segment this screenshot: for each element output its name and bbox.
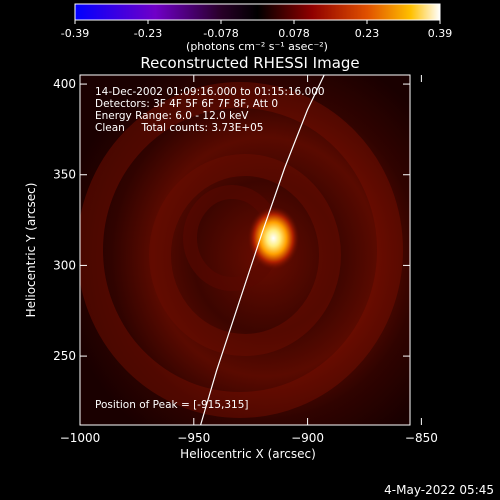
x-axis-ticks: −1000 −950 −900 −850 [60, 75, 438, 445]
colorbar-tick-label: 0.078 [278, 27, 310, 40]
y-axis-ticks: 250 300 350 400 [53, 77, 410, 363]
x-tick-label: −900 [291, 431, 324, 445]
colorbar-tick-label: -0.39 [61, 27, 89, 40]
heatmap-image [80, 75, 410, 425]
y-tick-label: 300 [53, 258, 76, 272]
annotation-time: 14-Dec-2002 01:09:16.000 to 01:15:16.000 [95, 86, 325, 98]
footer-date: 4-May-2022 05:45 [384, 483, 494, 497]
colorbar-units: (photons cm⁻² s⁻¹ asec⁻²) [186, 40, 328, 53]
solar-limb-curve [200, 75, 325, 425]
annotation-clean: Clean Total counts: 3.73E+05 [95, 122, 264, 134]
y-tick-label: 350 [53, 168, 76, 182]
colorbar-tick-label: 0.39 [428, 27, 453, 40]
annotation-energy: Energy Range: 6.0 - 12.0 keV [95, 110, 249, 122]
x-axis-label: Heliocentric X (arcsec) [180, 447, 316, 461]
peak-position-label: Position of Peak = [-915,315] [95, 399, 249, 411]
colorbar-tick-label: 0.23 [355, 27, 380, 40]
flare-peak [247, 206, 300, 271]
y-axis-label: Heliocentric Y (arcsec) [24, 183, 38, 318]
colorbar-ticks [74, 20, 441, 24]
x-tick-label: −850 [405, 431, 438, 445]
plot-frame [79, 74, 411, 426]
colorbar [74, 3, 441, 21]
y-tick-label: 250 [53, 349, 76, 363]
colorbar-tick-label: -0.078 [203, 27, 238, 40]
x-tick-label: −950 [177, 431, 210, 445]
y-tick-label: 400 [53, 77, 76, 91]
colorbar-tick-label: -0.23 [134, 27, 162, 40]
x-tick-label: −1000 [60, 431, 101, 445]
chart-title: Reconstructed RHESSI Image [140, 54, 359, 72]
annotation-detectors: Detectors: 3F 4F 5F 6F 7F 8F, Att 0 [95, 98, 278, 110]
